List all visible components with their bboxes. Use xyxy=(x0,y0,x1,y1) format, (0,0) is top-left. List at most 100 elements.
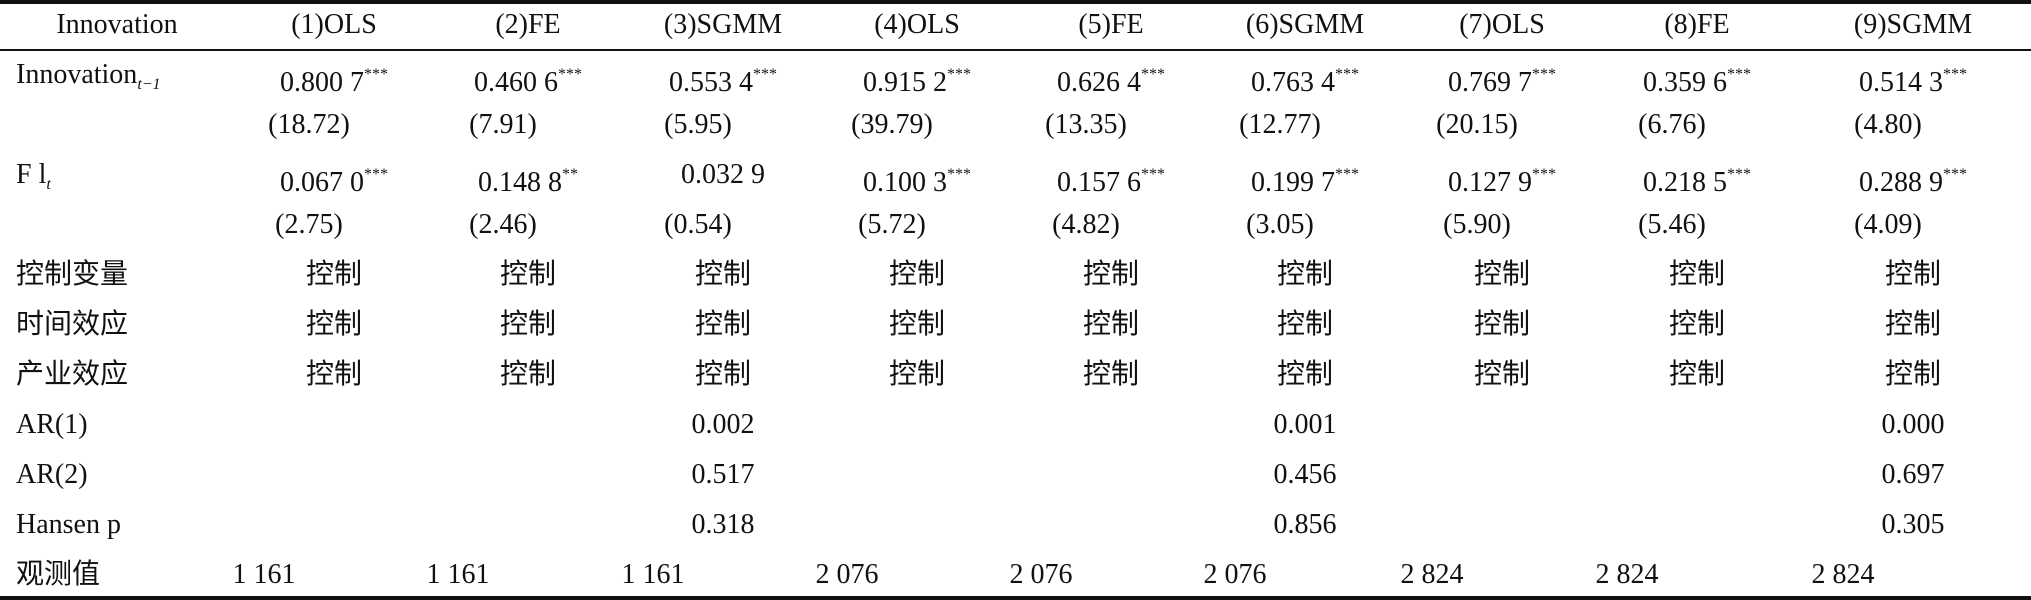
cell-value: (39.79) xyxy=(851,109,933,140)
cell-value: 控制 xyxy=(1884,309,1942,340)
coefficient: 0.769 7 xyxy=(1448,67,1532,98)
cell-value: 0.067 0*** xyxy=(280,150,388,200)
cell-value: 2 076 xyxy=(815,559,879,590)
row-label: 控制变量 xyxy=(16,259,129,290)
cell-value: 0.288 9*** xyxy=(1859,150,1967,200)
column-header: (2)FE xyxy=(495,9,561,40)
row-label-subscript: t xyxy=(46,176,51,193)
row-label-text: F l xyxy=(16,159,47,190)
significance: *** xyxy=(1335,166,1359,183)
cell-value: 0.001 xyxy=(1273,409,1337,440)
coefficient: 0.359 6 xyxy=(1643,67,1727,98)
cell-value: 控制 xyxy=(694,309,752,340)
cell-value: 控制 xyxy=(499,259,557,290)
cell-value: 1 161 xyxy=(426,559,490,590)
cell-value: 控制 xyxy=(888,259,946,290)
coefficient: 0.460 6 xyxy=(474,67,558,98)
cell-value: 0.127 9*** xyxy=(1448,150,1556,200)
cell-value: 2 824 xyxy=(1400,559,1464,590)
cell-value: (2.75) xyxy=(275,209,343,240)
column-header: (3)SGMM xyxy=(663,9,783,40)
cell-value: 控制 xyxy=(888,359,946,390)
cell-value: 控制 xyxy=(888,309,946,340)
cell-value: 控制 xyxy=(1884,259,1942,290)
cell-value: 0.517 xyxy=(691,459,755,490)
significance: *** xyxy=(558,66,582,83)
cell-value: (12.77) xyxy=(1239,109,1321,140)
cell-value: 控制 xyxy=(305,309,363,340)
cell-value: (13.35) xyxy=(1045,109,1127,140)
cell-value: 1 161 xyxy=(232,559,296,590)
cell-value: (5.90) xyxy=(1443,209,1511,240)
coefficient: 0.514 3 xyxy=(1859,67,1943,98)
row-label: AR(1) xyxy=(16,409,88,440)
bottom-rule xyxy=(0,596,2031,600)
column-header: (8)FE xyxy=(1664,9,1730,40)
row-label-text: Innovation xyxy=(16,59,138,90)
cell-value: (20.15) xyxy=(1436,109,1518,140)
cell-value: 控制 xyxy=(499,309,557,340)
significance: *** xyxy=(1141,166,1165,183)
cell-value: 0.856 xyxy=(1273,509,1337,540)
cell-value: 0.359 6*** xyxy=(1643,50,1751,100)
significance: *** xyxy=(1943,166,1967,183)
cell-value: 0.100 3*** xyxy=(863,150,971,200)
cell-value: 0.000 xyxy=(1881,409,1945,440)
header-rule xyxy=(0,49,2031,51)
cell-value: 0.148 8** xyxy=(478,150,578,200)
column-header: (4)OLS xyxy=(874,9,960,40)
row-label: 观测值 xyxy=(16,559,101,590)
cell-value: 0.157 6*** xyxy=(1057,150,1165,200)
cell-value: 1 161 xyxy=(621,559,685,590)
column-header: (6)SGMM xyxy=(1245,9,1365,40)
cell-value: 0.456 xyxy=(1273,459,1337,490)
row-label: F lt xyxy=(16,150,51,200)
column-header: (1)OLS xyxy=(291,9,377,40)
header-label: Innovation xyxy=(56,9,178,40)
significance: *** xyxy=(753,66,777,83)
coefficient: 0.626 4 xyxy=(1057,67,1141,98)
cell-value: 2 076 xyxy=(1009,559,1073,590)
cell-value: 控制 xyxy=(694,259,752,290)
cell-value: 控制 xyxy=(1082,309,1140,340)
cell-value: (2.46) xyxy=(469,209,537,240)
cell-value: 控制 xyxy=(694,359,752,390)
coefficient: 0.288 9 xyxy=(1859,167,1943,198)
column-header: (9)SGMM xyxy=(1853,9,1973,40)
cell-value: 控制 xyxy=(1668,359,1726,390)
cell-value: (0.54) xyxy=(664,209,732,240)
row-label: AR(2) xyxy=(16,459,88,490)
cell-value: (18.72) xyxy=(268,109,350,140)
significance: *** xyxy=(1532,66,1556,83)
cell-value: 控制 xyxy=(1473,359,1531,390)
significance: *** xyxy=(1335,66,1359,83)
cell-value: 控制 xyxy=(305,359,363,390)
significance: *** xyxy=(947,166,971,183)
significance: *** xyxy=(1943,66,1967,83)
cell-value: 控制 xyxy=(1276,309,1334,340)
coefficient: 0.218 5 xyxy=(1643,167,1727,198)
column-header: (5)FE xyxy=(1078,9,1144,40)
row-label-subscript: t−1 xyxy=(137,76,161,93)
coefficient: 0.148 8 xyxy=(478,167,562,198)
cell-value: (4.82) xyxy=(1052,209,1120,240)
cell-value: (5.46) xyxy=(1638,209,1706,240)
coefficient: 0.915 2 xyxy=(863,67,947,98)
cell-value: (5.72) xyxy=(858,209,926,240)
cell-value: 0.218 5*** xyxy=(1643,150,1751,200)
cell-value: (6.76) xyxy=(1638,109,1706,140)
cell-value: 0.460 6*** xyxy=(474,50,582,100)
cell-value: 控制 xyxy=(1473,259,1531,290)
significance: *** xyxy=(1141,66,1165,83)
cell-value: 0.626 4*** xyxy=(1057,50,1165,100)
cell-value: 0.514 3*** xyxy=(1859,50,1967,100)
cell-value: 0.769 7*** xyxy=(1448,50,1556,100)
cell-value: 0.199 7*** xyxy=(1251,150,1359,200)
cell-value: 0.032 9 xyxy=(681,150,765,200)
cell-value: 0.800 7*** xyxy=(280,50,388,100)
cell-value: 控制 xyxy=(1276,259,1334,290)
significance: ** xyxy=(562,166,578,183)
coefficient: 0.127 9 xyxy=(1448,167,1532,198)
cell-value: (7.91) xyxy=(469,109,537,140)
